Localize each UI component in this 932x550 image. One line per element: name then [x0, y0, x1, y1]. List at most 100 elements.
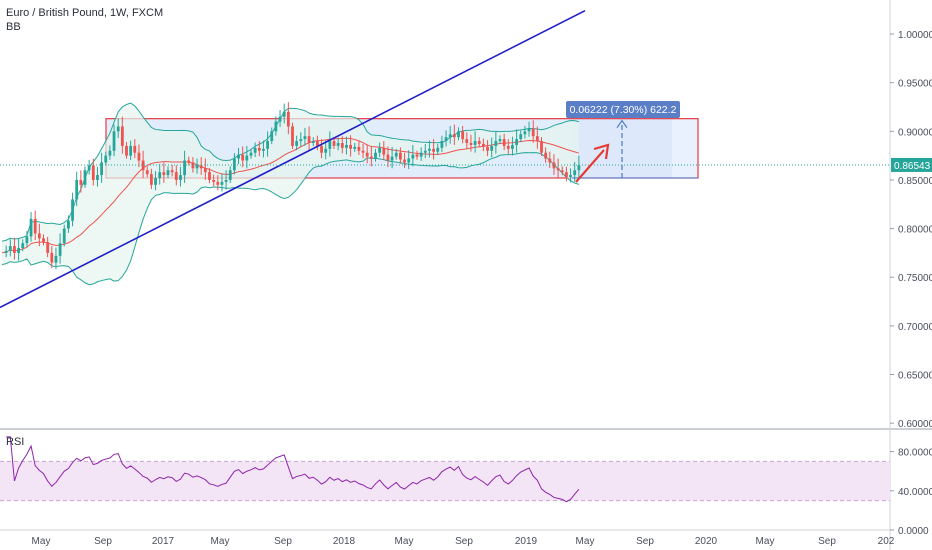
time-tick-label: Sep [455, 536, 473, 547]
candle-body [465, 139, 469, 143]
candle-body [540, 141, 543, 153]
price-tick-label: 0.95000 [898, 79, 932, 90]
time-tick-label: 2019 [515, 536, 538, 547]
candle-body [316, 141, 319, 146]
candle-body [523, 131, 527, 135]
candle-body [112, 131, 116, 151]
candle-body [237, 154, 240, 159]
measure-arrowhead [616, 119, 628, 129]
candle-body [486, 146, 489, 151]
candle-body [461, 131, 465, 140]
candle-body [490, 145, 494, 151]
candle-body [199, 165, 203, 169]
candle-body [494, 141, 498, 146]
candle-body [50, 252, 54, 263]
candle-body [394, 152, 398, 157]
candle-body [91, 165, 95, 180]
candle-body [241, 154, 245, 161]
rsi-tick-label: 80.0000 [898, 448, 932, 459]
candle-body [96, 175, 99, 180]
time-tick-label: May [756, 536, 775, 547]
candles [4, 102, 581, 270]
candle-body [345, 144, 348, 148]
candle-body [83, 170, 87, 185]
candle-body [179, 175, 182, 180]
candle-body [457, 131, 460, 138]
candle-body [378, 147, 382, 153]
candle-body [266, 141, 269, 149]
time-tick-label: May [395, 536, 414, 547]
current-price-label: 0.86543 [894, 161, 931, 172]
time-tick-label: May [211, 536, 230, 547]
candle-body [129, 145, 133, 156]
candle-body [519, 134, 523, 140]
candle-body [374, 152, 377, 159]
candle-body [108, 150, 112, 156]
candle-body [432, 148, 435, 152]
candle-body [324, 148, 328, 153]
time-tick-label: 2017 [152, 536, 175, 547]
candle-body [498, 139, 502, 142]
candle-body [282, 111, 286, 117]
candle-body [419, 152, 423, 157]
candle-body [29, 218, 33, 237]
candle-body [365, 152, 369, 157]
candle-body [166, 170, 170, 176]
candle-body [515, 139, 518, 145]
candle-body [548, 158, 552, 163]
candle-body [328, 141, 332, 149]
candle-body [253, 147, 257, 153]
bollinger-fill [2, 103, 579, 285]
candle-body [332, 141, 336, 146]
candle-body [336, 142, 340, 146]
candle-body [13, 246, 16, 253]
candle-body [511, 144, 514, 149]
rsi-band [0, 461, 890, 501]
bollinger-upper [1, 102, 579, 242]
candle-body [303, 136, 307, 140]
candle-body [71, 199, 74, 221]
candle-body [216, 181, 220, 185]
candle-body [502, 139, 506, 146]
candle-body [245, 155, 249, 161]
candle-body [390, 156, 394, 161]
time-tick-label: May [32, 536, 51, 547]
candle-body [37, 233, 41, 239]
candle-body [382, 147, 386, 155]
time-tick-label: May [576, 536, 595, 547]
candle-body [560, 170, 564, 173]
candle-body [286, 111, 290, 127]
candle-body [477, 141, 481, 144]
candle-body [158, 172, 162, 179]
candle-body [299, 139, 303, 142]
candle-body [340, 142, 344, 148]
price-tick-label: 0.70000 [898, 322, 932, 333]
candle-body [482, 143, 485, 147]
measure-badge [566, 101, 680, 118]
indicator-label: BB [6, 21, 21, 33]
candle-body [349, 144, 352, 149]
candle-body [556, 168, 560, 171]
candle-body [544, 152, 548, 159]
candle-body [233, 158, 236, 171]
candle-body [203, 168, 207, 173]
candle-body [278, 116, 282, 122]
candle-body [154, 178, 157, 185]
candle-body [212, 179, 216, 182]
candle-body [249, 152, 253, 156]
candle-body [428, 148, 431, 151]
candle-body [552, 162, 556, 169]
candle-body [220, 181, 224, 185]
candle-body [170, 170, 174, 173]
candle-body [125, 145, 128, 156]
bollinger-lower [1, 152, 580, 286]
candle-body [33, 218, 37, 234]
candle-body [469, 142, 473, 145]
candle-body [473, 141, 477, 145]
time-tick-label: Sep [94, 536, 112, 547]
rsi-label: RSI [6, 436, 25, 448]
candle-body [224, 179, 228, 182]
candle-body [100, 162, 103, 176]
